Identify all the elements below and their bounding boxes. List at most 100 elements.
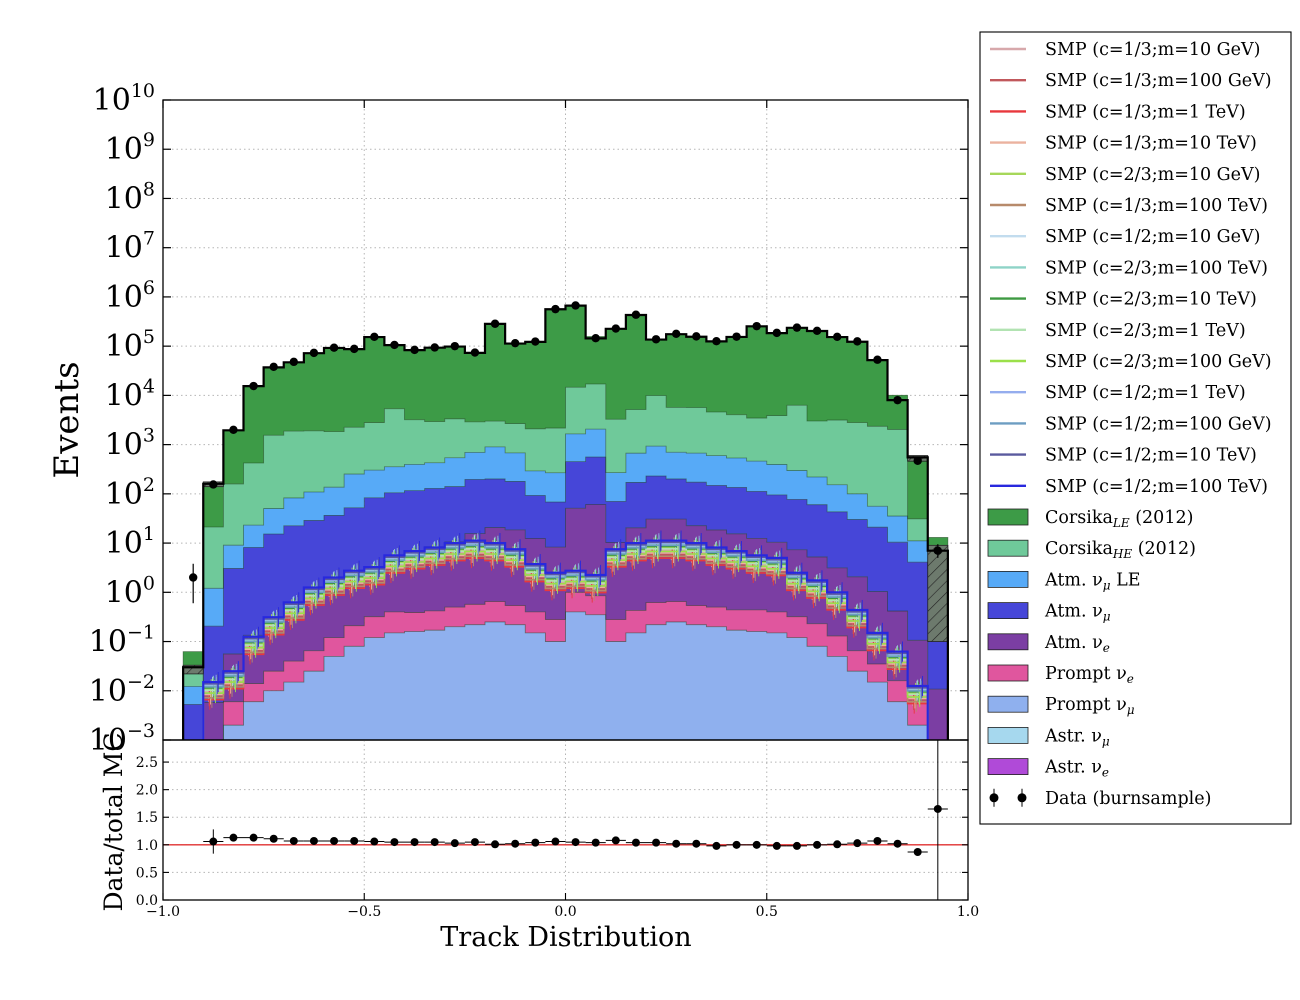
data-point — [510, 338, 520, 348]
stack-fill-prompt-e — [223, 592, 928, 740]
legend-patch-swatch — [987, 758, 1029, 775]
y-tick-label: 10−2 — [89, 671, 155, 709]
stack-fill-corsika-le-2012- — [183, 305, 948, 666]
legend-label: SMP (c=1/2;m=100 GeV) — [1045, 414, 1272, 434]
legend-label: Atm. νμ — [1044, 602, 1111, 624]
ratio-grid — [163, 740, 968, 900]
legend-box — [979, 31, 1292, 825]
main-y-axis-label: Events — [47, 361, 87, 478]
stack-fill-prompt- — [223, 611, 928, 740]
x-tick-label: 0.5 — [756, 904, 778, 920]
ratio-point — [631, 838, 640, 847]
y-tick-label: 106 — [105, 277, 155, 315]
legend-label: Astr. νe — [1044, 758, 1109, 780]
data-point — [611, 324, 621, 333]
legend-label: Data (burnsample) — [1045, 789, 1211, 809]
hatch-box — [927, 544, 949, 642]
legend-label: SMP (c=1/3;m=1 TeV) — [1045, 102, 1246, 122]
ratio-y-tick-label: 0.0 — [136, 893, 158, 909]
data-point — [651, 335, 661, 344]
data-points — [188, 301, 943, 604]
ratio-y-tick-label: 1.0 — [136, 838, 158, 854]
ratio-point — [209, 837, 218, 846]
smp-line — [182, 539, 949, 740]
ratio-point — [611, 836, 620, 845]
data-point — [309, 348, 319, 358]
data-point — [551, 304, 560, 314]
x-tick-label: −1.0 — [146, 904, 180, 920]
legend-label: SMP (c=2/3;m=1 TeV) — [1045, 321, 1246, 341]
x-tick-label: −0.5 — [347, 904, 381, 920]
legend-marker — [1017, 793, 1027, 803]
legend-marker — [989, 793, 999, 803]
ratio-point — [933, 804, 942, 813]
data-point — [289, 357, 299, 367]
stack-outline — [182, 456, 949, 740]
legend-label: SMP (c=1/2;m=10 TeV) — [1045, 446, 1257, 466]
stack-outline — [182, 428, 949, 740]
y-tick-label: 102 — [105, 474, 155, 512]
ratio-ticks: 0.0 0.5 1.0 1.5 2.0 2.5 −1.0 −0.5 0.0 0.5 1.0 — [136, 755, 979, 920]
data-point — [712, 337, 721, 346]
data-point — [631, 310, 641, 319]
legend-label: SMP (c=2/3;m=10 TeV) — [1045, 290, 1257, 310]
legend-patch-swatch — [987, 539, 1029, 557]
data-point — [832, 332, 842, 341]
data-point — [732, 332, 741, 341]
ratio-point — [813, 840, 822, 849]
data-point — [209, 480, 218, 489]
y-tick-label: 1010 — [93, 80, 155, 118]
ratio-y-tick-label: 1.5 — [136, 810, 158, 826]
legend-label: CorsikaHE (2012) — [1045, 539, 1196, 561]
y-tick-label: 109 — [105, 129, 155, 167]
y-tick-label: 100 — [105, 572, 155, 610]
legend-patch-swatch — [987, 664, 1029, 682]
data-point — [470, 348, 480, 357]
ratio-point — [350, 836, 359, 845]
y-tick-label: 107 — [105, 228, 155, 266]
stack-fill-atm- — [183, 456, 948, 740]
legend-label: Atm. νμ LE — [1044, 570, 1141, 592]
smp-signal-lines — [182, 530, 949, 740]
legend-label: SMP (c=2/3;m=100 TeV) — [1045, 258, 1268, 278]
y-tick-label: 104 — [105, 375, 155, 413]
ratio-point — [229, 833, 238, 842]
ratio-y-axis-label: Data/total MC — [99, 732, 128, 911]
ratio-point — [732, 840, 741, 849]
data-point — [772, 328, 782, 338]
stack-fill-corsika-he-2012- — [183, 383, 948, 687]
main-y-ticks: 10−3 10−2 10−1 100 101 102 103 104 105 106 107 108 1… — [89, 80, 969, 758]
legend-label: Atm. νe — [1044, 633, 1110, 655]
ratio-points — [203, 740, 948, 900]
legend-patch-swatch — [987, 633, 1029, 651]
data-point — [571, 301, 580, 310]
legend-label: SMP (c=1/2;m=1 TeV) — [1045, 383, 1246, 403]
legend-label: SMP (c=1/2;m=100 TeV) — [1045, 477, 1268, 497]
data-point — [329, 343, 339, 352]
ratio-point — [893, 839, 902, 848]
ratio-point — [370, 837, 379, 846]
x-tick-label: 1.0 — [957, 904, 979, 920]
y-tick-label: 105 — [105, 326, 155, 364]
data-point — [812, 326, 822, 336]
legend-label: CorsikaLE (2012) — [1045, 508, 1193, 530]
data-point — [430, 343, 439, 352]
ratio-point — [309, 836, 318, 845]
ratio-point — [410, 838, 419, 847]
ratio-y-tick-label: 2.5 — [136, 755, 158, 771]
data-point — [531, 337, 540, 346]
legend-label: SMP (c=1/3;m=10 GeV) — [1045, 40, 1261, 60]
data-point — [370, 332, 379, 341]
legend-label: SMP (c=1/3;m=100 TeV) — [1045, 196, 1268, 216]
y-tick-label: 101 — [105, 523, 155, 561]
ratio-point — [330, 836, 339, 845]
ratio-point — [470, 838, 479, 847]
ratio-y-tick-label: 2.0 — [136, 783, 158, 799]
legend-label: SMP (c=1/3;m=100 GeV) — [1045, 71, 1272, 91]
ratio-point — [752, 840, 761, 849]
data-point — [752, 321, 761, 331]
ratio-point — [551, 837, 560, 846]
x-axis-label: Track Distribution — [440, 922, 691, 953]
legend-patch-swatch — [987, 571, 1029, 588]
